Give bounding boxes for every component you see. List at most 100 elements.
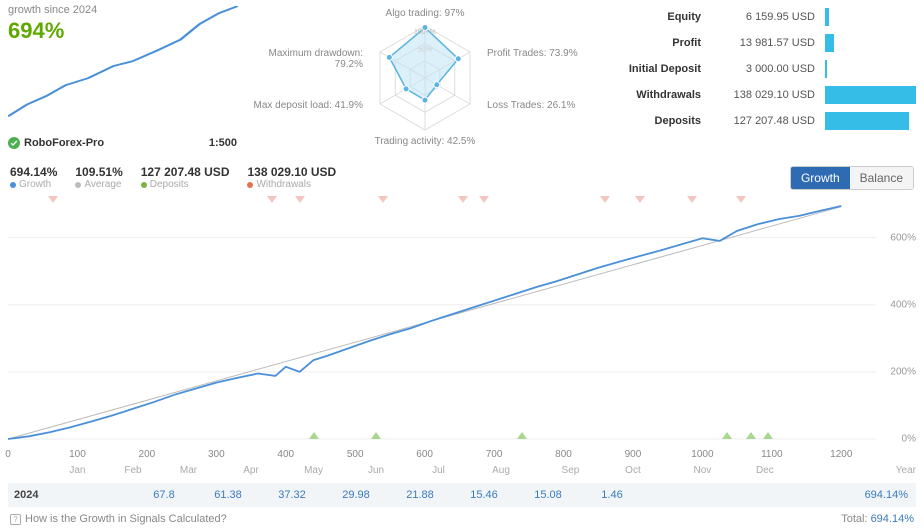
x-tick-label: 300	[208, 449, 225, 460]
x-month-label: Oct	[625, 465, 641, 476]
monthly-value[interactable]: 1.46	[580, 489, 644, 501]
stat-value: 127 207.48 USD	[715, 115, 825, 127]
withdrawal-marker-icon	[458, 196, 468, 203]
x-tick-label: 800	[555, 449, 572, 460]
stat-value: 13 981.57 USD	[715, 37, 825, 49]
x-tick-label: 900	[625, 449, 642, 460]
monthly-value[interactable]: 37.32	[260, 489, 324, 501]
balance-toggle-button[interactable]: Balance	[850, 167, 913, 189]
legend-label: Average	[75, 179, 122, 190]
legend-item[interactable]: 127 207.48 USDDeposits	[141, 165, 230, 190]
data-year: 2024	[8, 489, 68, 501]
radar-axis-label: Profit Trades: 73.9%	[487, 48, 578, 59]
legend-item[interactable]: 694.14%Growth	[10, 165, 57, 190]
monthly-value[interactable]: 15.46	[452, 489, 516, 501]
x-month-label: Aug	[492, 465, 510, 476]
withdrawal-marker-icon	[635, 196, 645, 203]
withdrawal-marker-icon	[48, 196, 58, 203]
withdrawal-marker-icon	[267, 196, 277, 203]
radar-axis-label: Loss Trades: 26.1%	[487, 100, 575, 111]
stat-row: Withdrawals138 029.10 USD	[605, 82, 916, 108]
x-month-label: Feb	[124, 465, 141, 476]
leverage-value: 1:500	[209, 137, 237, 149]
legend-label: Deposits	[141, 179, 230, 190]
stat-value: 3 000.00 USD	[715, 63, 825, 75]
growth-chart[interactable]: 0%200%400%600%	[8, 194, 916, 449]
stat-row: Initial Deposit3 000.00 USD	[605, 56, 916, 82]
growth-toggle-button[interactable]: Growth	[791, 167, 850, 189]
withdrawal-marker-icon	[600, 196, 610, 203]
deposit-marker-icon	[371, 432, 381, 439]
monthly-value[interactable]: 67.8	[132, 489, 196, 501]
stat-label: Deposits	[605, 115, 715, 127]
monthly-value[interactable]: 29.98	[324, 489, 388, 501]
radar-axis-label: Max deposit load: 41.9%	[253, 100, 363, 111]
legend-label: Growth	[10, 179, 57, 190]
legend-value: 109.51%	[75, 165, 122, 179]
yearly-total[interactable]: 694.14%	[836, 489, 916, 501]
deposit-marker-icon	[517, 432, 527, 439]
withdrawal-marker-icon	[378, 196, 388, 203]
chart-x-axis: Year 01002003004005006007008009001000110…	[8, 449, 916, 481]
verified-icon	[8, 137, 20, 149]
legend-label: Withdrawals	[247, 179, 336, 190]
monthly-value[interactable]: 61.38	[196, 489, 260, 501]
growth-help-link[interactable]: ? How is the Growth in Signals Calculate…	[10, 513, 227, 525]
stat-bar	[825, 34, 834, 52]
withdrawal-marker-icon	[479, 196, 489, 203]
x-month-label: May	[304, 465, 323, 476]
broker-name[interactable]: RoboForex-Pro	[8, 137, 104, 149]
x-month-label: Mar	[180, 465, 197, 476]
x-tick-label: 200	[139, 449, 156, 460]
y-tick-label: 0%	[902, 434, 916, 445]
stat-bar	[825, 60, 827, 78]
x-tick-label: 0	[5, 449, 11, 460]
growth-summary-panel: growth since 2024 694% RoboForex-Pro 1:5…	[0, 0, 245, 155]
x-tick-label: 600	[416, 449, 433, 460]
withdrawal-marker-icon	[295, 196, 305, 203]
x-axis-year-label: Year	[896, 465, 916, 476]
monthly-value[interactable]: 15.08	[516, 489, 580, 501]
stat-row: Profit13 981.57 USD	[605, 30, 916, 56]
monthly-value[interactable]: 21.88	[388, 489, 452, 501]
stat-bar	[825, 86, 916, 104]
stat-bar	[825, 112, 909, 130]
x-tick-label: 1200	[830, 449, 852, 460]
legend-item[interactable]: 109.51%Average	[75, 165, 122, 190]
growth-sparkline	[8, 6, 238, 126]
legend-item[interactable]: 138 029.10 USDWithdrawals	[247, 165, 336, 190]
stat-row: Deposits127 207.48 USD	[605, 108, 916, 134]
x-month-label: Jun	[368, 465, 384, 476]
x-tick-label: 100	[69, 449, 86, 460]
chart-legend-row: 694.14%Growth 109.51%Average 127 207.48 US…	[0, 155, 924, 194]
x-month-label: Apr	[243, 465, 259, 476]
chart-mode-toggle: Growth Balance	[790, 166, 914, 190]
footer-row: ? How is the Growth in Signals Calculate…	[0, 507, 924, 531]
deposit-marker-icon	[763, 432, 773, 439]
radar-chart: 100+% 50%	[245, 0, 605, 150]
stat-label: Profit	[605, 37, 715, 49]
x-month-label: Dec	[756, 465, 774, 476]
stat-bar	[825, 8, 829, 26]
stat-value: 6 159.95 USD	[715, 11, 825, 23]
svg-text:100+%: 100+%	[414, 29, 436, 36]
stat-label: Equity	[605, 11, 715, 23]
svg-text:50%: 50%	[418, 47, 432, 54]
withdrawal-marker-icon	[736, 196, 746, 203]
x-month-label: Sep	[562, 465, 580, 476]
x-tick-label: 700	[486, 449, 503, 460]
y-tick-label: 200%	[890, 366, 916, 377]
x-tick-label: 1000	[691, 449, 713, 460]
radar-axis-label: Maximum drawdown: 79.2%	[245, 48, 363, 70]
legend-value: 138 029.10 USD	[247, 165, 336, 179]
account-stats-panel: Equity6 159.95 USDProfit13 981.57 USDIni…	[605, 0, 924, 155]
stat-value: 138 029.10 USD	[715, 89, 825, 101]
deposit-marker-icon	[746, 432, 756, 439]
broker-label: RoboForex-Pro	[24, 137, 104, 149]
stat-label: Initial Deposit	[605, 63, 715, 75]
stat-row: Equity6 159.95 USD	[605, 4, 916, 30]
x-month-label: Jan	[69, 465, 85, 476]
monthly-data-row: 2024 67.861.3837.3229.9821.8815.4615.081…	[8, 483, 916, 507]
x-month-label: Jul	[432, 465, 445, 476]
stat-label: Withdrawals	[605, 89, 715, 101]
